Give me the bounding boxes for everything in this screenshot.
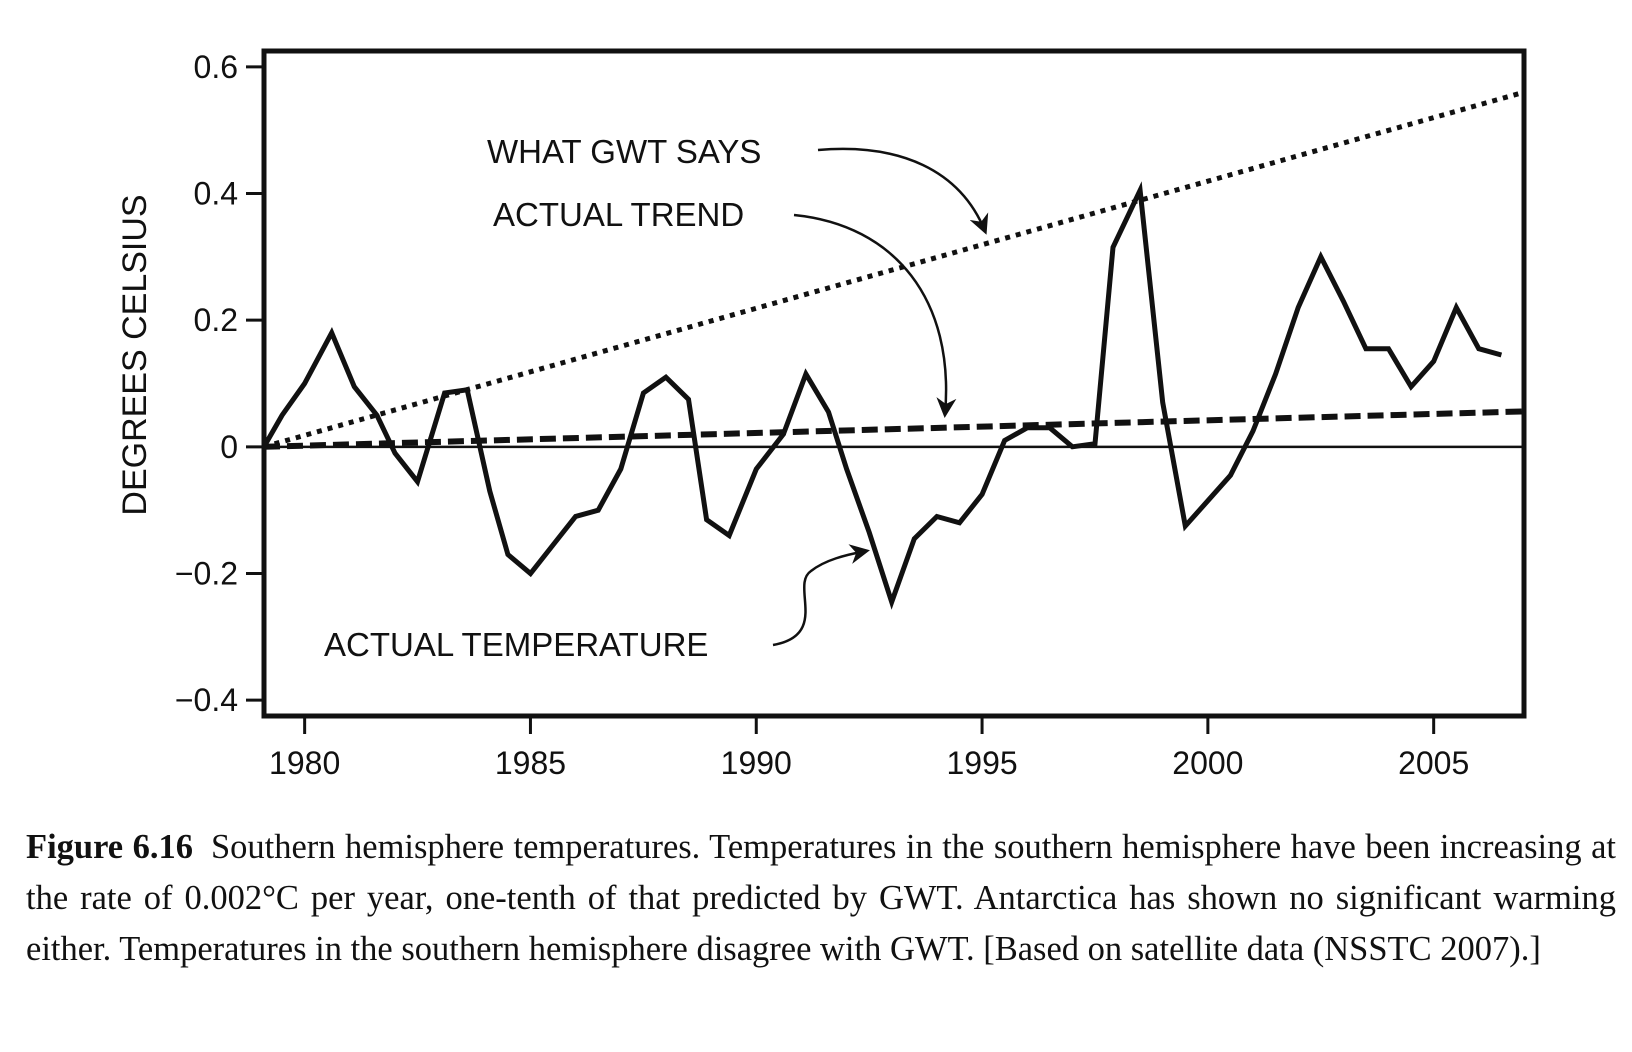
plot-frame <box>261 48 1527 719</box>
caption-text: Southern hemisphere temperatures. Temper… <box>26 828 1616 968</box>
temperature-chart: 0.6 0.4 0.2 0 −0.2 −0.4 1980 1985 1990 1995 2000 2… <box>116 48 1527 781</box>
x-tick-label: 1985 <box>495 745 566 781</box>
y-axis: 0.6 0.4 0.2 0 −0.2 −0.4 <box>175 49 264 718</box>
y-axis-title: DEGREES CELSIUS <box>116 194 154 515</box>
figure-label: Figure 6.16 <box>26 828 193 866</box>
x-tick-label: 1980 <box>269 745 340 781</box>
x-tick-label: 2000 <box>1172 745 1243 781</box>
y-tick-label: 0.6 <box>194 49 238 85</box>
annotation-actual-temperature: ACTUAL TEMPERATURE <box>324 626 708 663</box>
annotation-arrow-actual-temperature <box>772 544 870 647</box>
figure-caption: Figure 6.16 Southern hemisphere temperatu… <box>26 822 1616 975</box>
x-tick-label: 2005 <box>1398 745 1469 781</box>
annotation-actual-trend: ACTUAL TREND <box>493 196 744 233</box>
annotation-arrow-what-gwt-says <box>817 147 989 235</box>
y-tick-label: −0.2 <box>175 556 238 592</box>
series-line-actual-trend <box>263 408 1525 450</box>
x-tick-label: 1990 <box>721 745 792 781</box>
y-tick-label: 0 <box>220 429 238 465</box>
annotations: WHAT GWT SAYS ACTUAL TREND ACTUAL TEMPER… <box>324 133 989 663</box>
series-line-what-gwt-says <box>263 89 1525 450</box>
annotation-arrow-actual-trend <box>793 213 957 418</box>
y-tick-label: 0.2 <box>194 302 238 338</box>
series-layer <box>261 89 1525 610</box>
annotation-what-gwt-says: WHAT GWT SAYS <box>487 133 761 170</box>
series-line-actual-temperature <box>261 181 1503 610</box>
x-tick-label: 1995 <box>946 745 1017 781</box>
x-axis: 1980 1985 1990 1995 2000 2005 <box>269 716 1469 781</box>
y-tick-label: 0.4 <box>194 176 238 212</box>
y-tick-label: −0.4 <box>175 682 238 718</box>
